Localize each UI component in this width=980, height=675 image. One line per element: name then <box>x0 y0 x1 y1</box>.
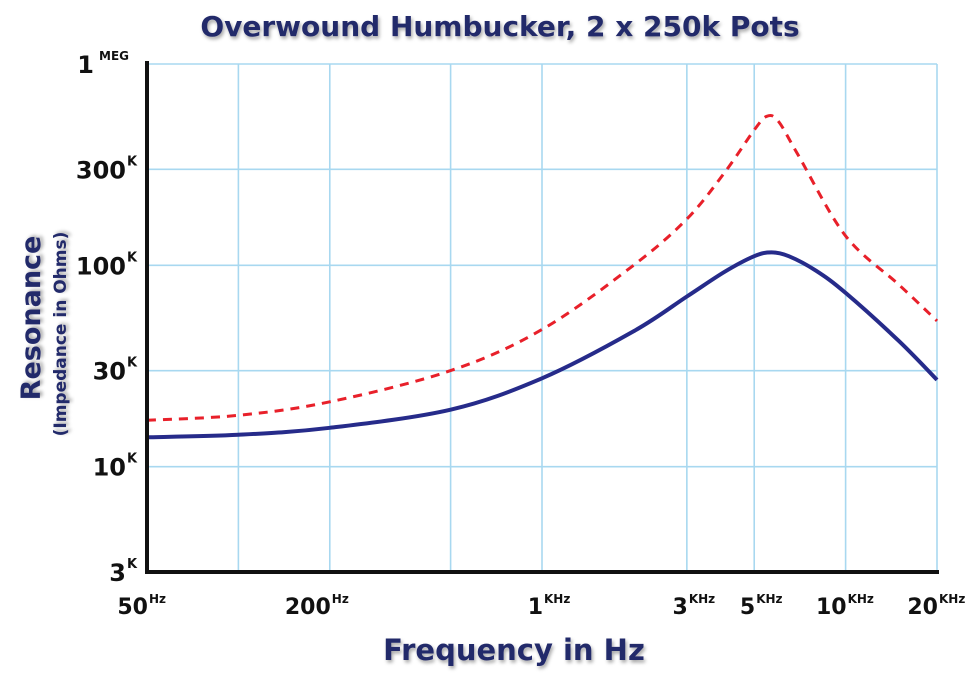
y-tick-label-3: 30 <box>93 358 126 386</box>
x-tick-unit-6: KHz <box>939 592 965 606</box>
x-tick-label-2: 1 <box>528 595 543 620</box>
y-tick-label-4: 10 <box>93 454 126 482</box>
grid-lines <box>146 63 938 573</box>
x-tick-label-5: 10 <box>816 595 847 620</box>
y-tick-unit-1: K <box>127 154 138 169</box>
x-tick-label-6: 20 <box>907 595 938 620</box>
y-tick-label-5: 3 <box>109 559 126 587</box>
x-tick-label-3: 3 <box>673 595 688 620</box>
axes <box>145 61 939 574</box>
chart-title: Overwound Humbucker, 2 x 250k Pots <box>200 10 799 43</box>
x-axis-label: Frequency in Hz <box>383 633 645 667</box>
x-tick-labels: 50 Hz 200 Hz 1 KHz 3 KHz 5 KHz 10 KHz 20 KHz <box>117 592 965 620</box>
x-tick-unit-1: Hz <box>332 592 349 606</box>
series-layer <box>146 113 939 440</box>
x-tick-unit-3: KHz <box>689 592 715 606</box>
x-tick-label-1: 200 <box>285 595 331 620</box>
y-tick-unit-4: K <box>127 452 138 467</box>
y-tick-unit-3: K <box>127 356 138 371</box>
x-tick-unit-5: KHz <box>848 592 874 606</box>
solid-series-line <box>146 250 939 440</box>
y-tick-label-1: 300 <box>76 156 126 184</box>
x-tick-label-0: 50 <box>117 595 148 620</box>
x-tick-unit-4: KHz <box>756 592 782 606</box>
y-tick-unit-0: MEG <box>99 49 129 63</box>
y-axis-label: Resonance <box>16 236 47 401</box>
x-tick-label-4: 5 <box>740 595 755 620</box>
y-tick-unit-5: K <box>127 557 138 572</box>
x-tick-unit-0: Hz <box>149 592 166 606</box>
y-axis-sublabel: (Impedance in Ohms) <box>51 232 71 437</box>
y-tick-unit-2: K <box>127 250 138 265</box>
y-tick-label-0: 1 <box>77 51 94 79</box>
dashed-series-line <box>146 113 939 422</box>
y-tick-label-2: 100 <box>76 252 126 280</box>
x-tick-unit-2: KHz <box>544 592 570 606</box>
